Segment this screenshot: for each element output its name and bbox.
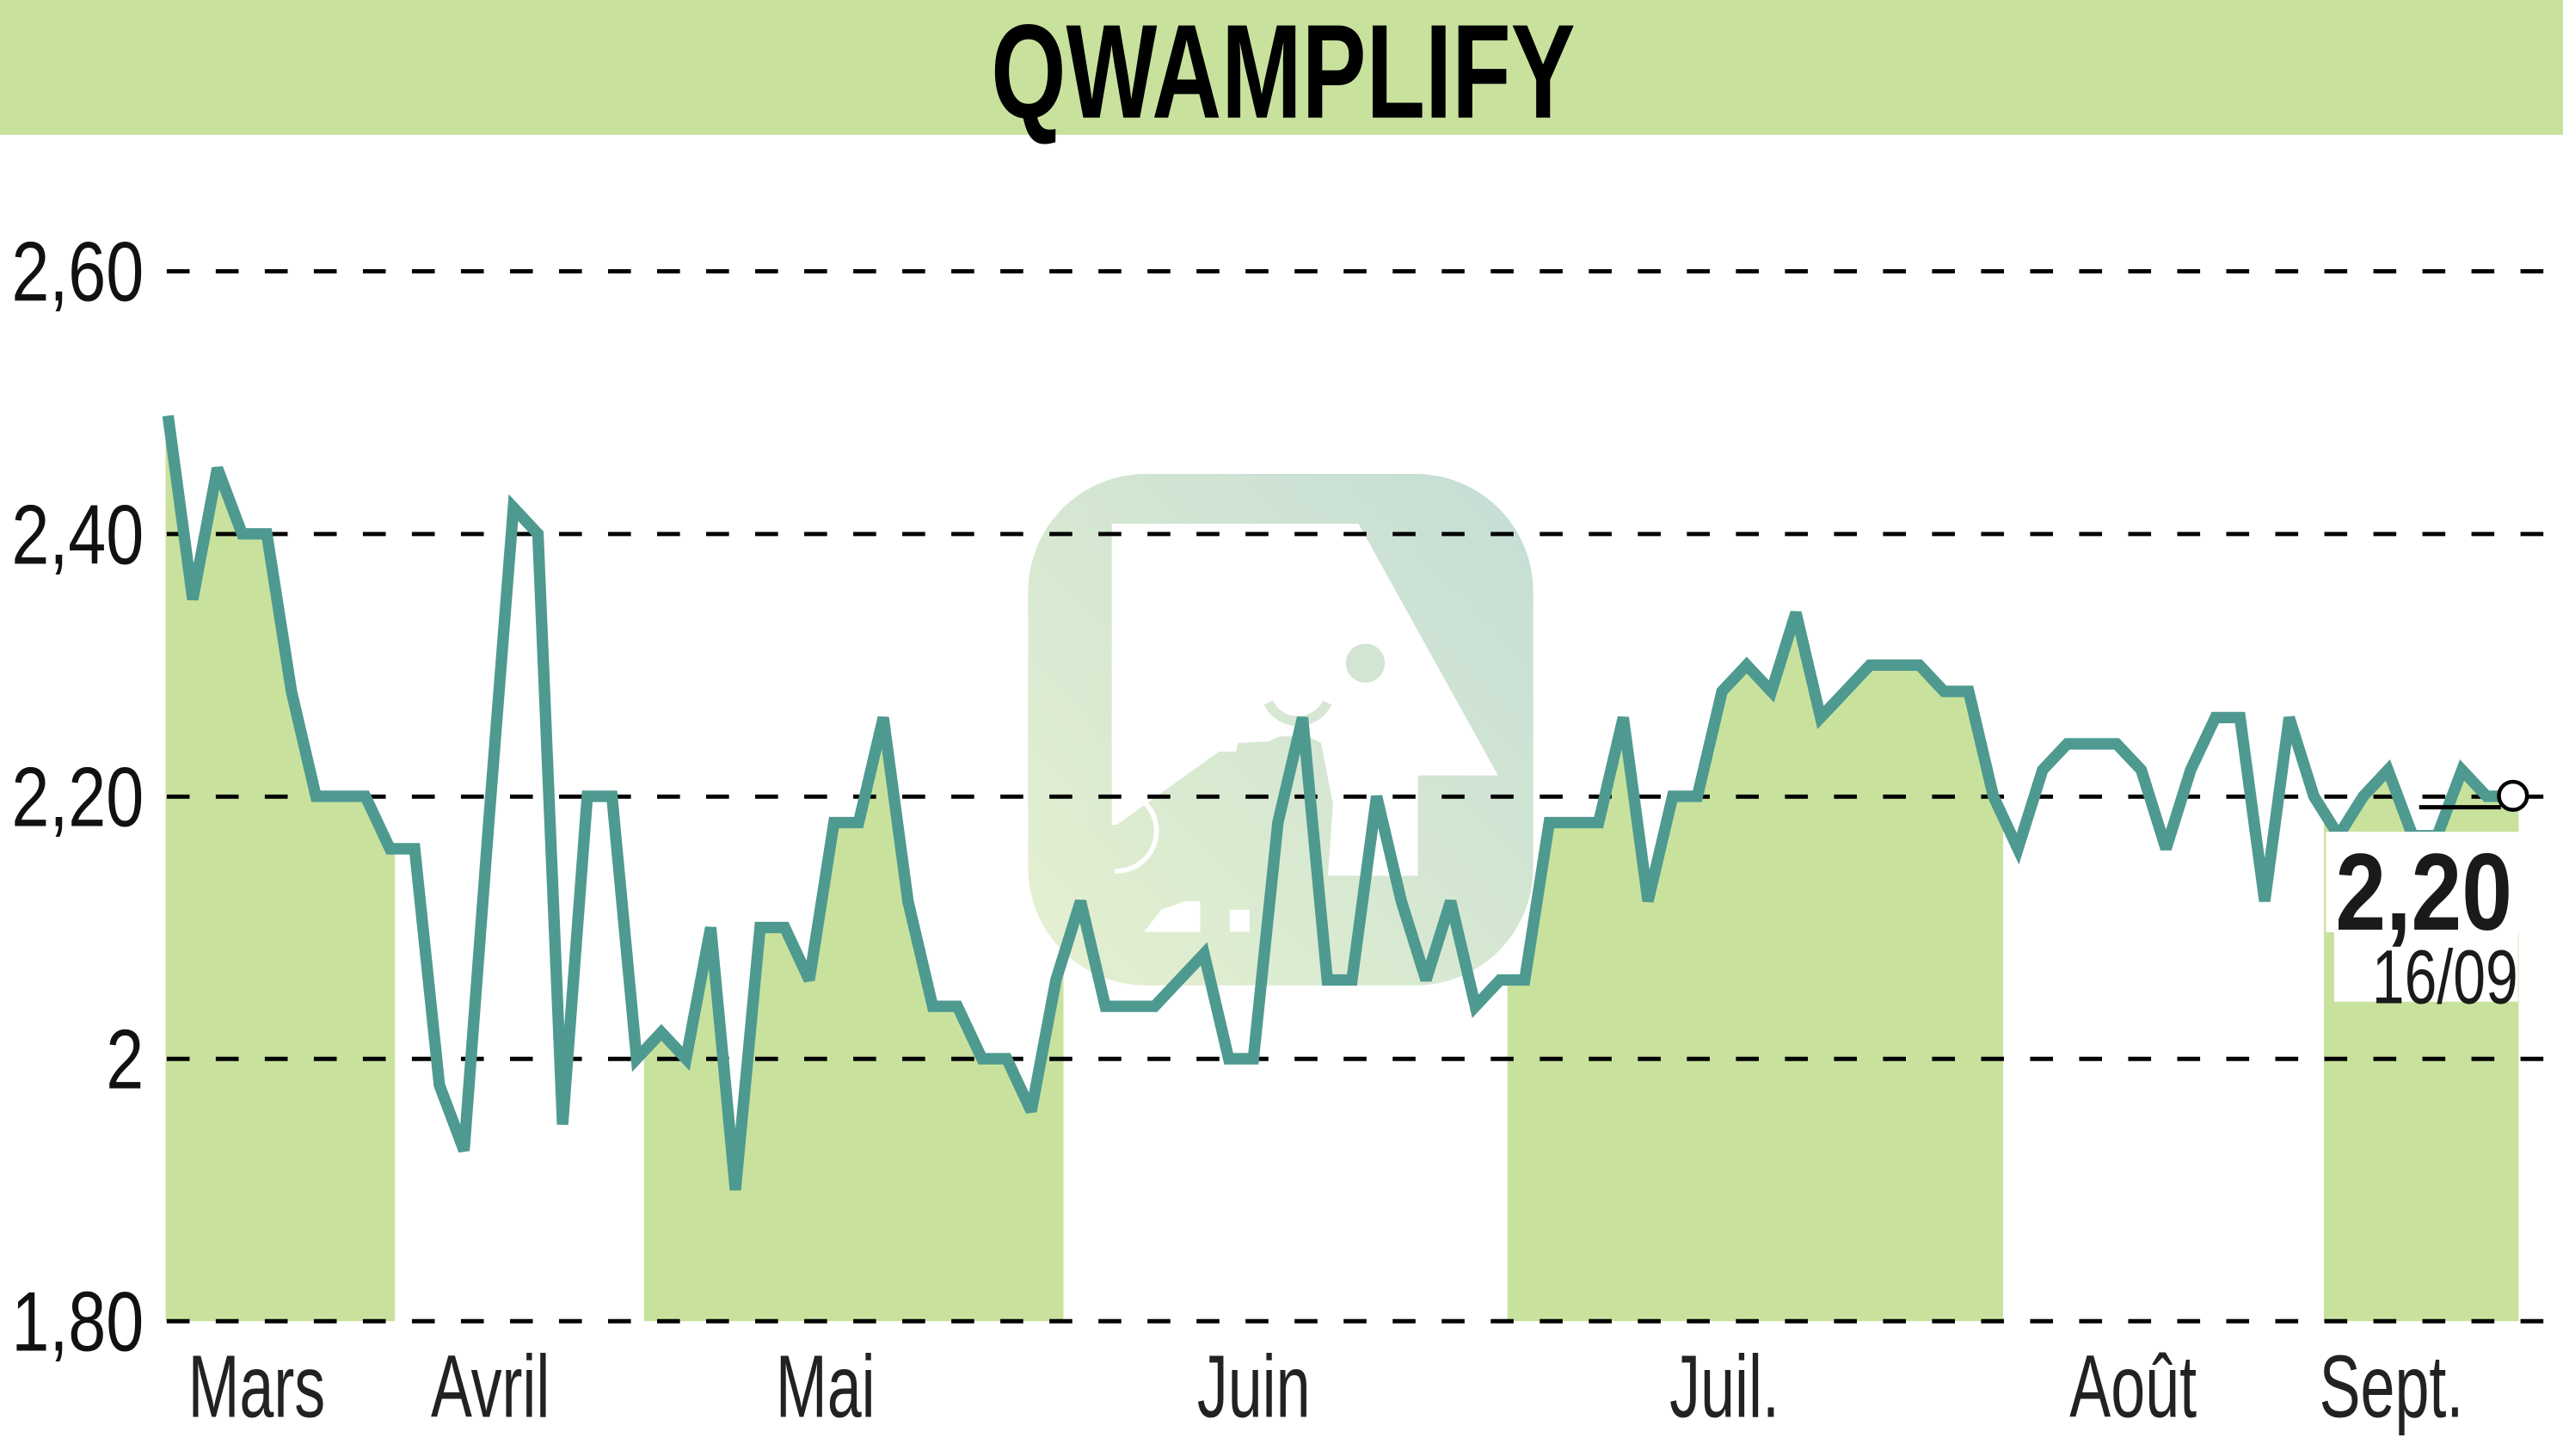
month-label-juin: Juin [1197,1337,1311,1436]
x-axis: Mars Avril Mai Juin Juil. Août Sept. [188,1337,2464,1436]
y-axis: 2,60 2,40 2,20 2 1,80 [11,224,144,1368]
month-shade-mai [643,717,1064,1322]
last-point-marker-icon [2497,779,2529,812]
month-shade-mars [165,415,396,1322]
month-label-mai: Mai [776,1337,876,1436]
header: QWAMPLIFY [0,0,2563,146]
price-line [162,415,2511,1191]
y-tick-label: 2 [106,1011,144,1106]
last-quote-annotation: 2,20 16/09 [2326,779,2529,1020]
chart-title: QWAMPLIFY [991,0,1575,146]
header-band [0,0,2563,135]
month-label-mars: Mars [188,1337,326,1436]
y-tick-label: 2,40 [11,487,144,581]
last-value-box [2326,832,2521,933]
month-label-aout: Août [2069,1337,2197,1436]
month-label-juillet: Juil. [1669,1337,1779,1436]
last-date-box [2333,931,2518,1002]
month-label-avril: Avril [431,1337,550,1436]
y-tick-label: 2,60 [11,224,144,318]
y-tick-label: 1,80 [11,1274,144,1368]
last-value: 2,20 [2335,831,2512,954]
last-date: 16/09 [2372,934,2518,1020]
month-label-sept: Sept. [2320,1337,2464,1436]
bull-logo-icon [1028,474,1533,986]
y-tick-label: 2,20 [11,749,144,844]
